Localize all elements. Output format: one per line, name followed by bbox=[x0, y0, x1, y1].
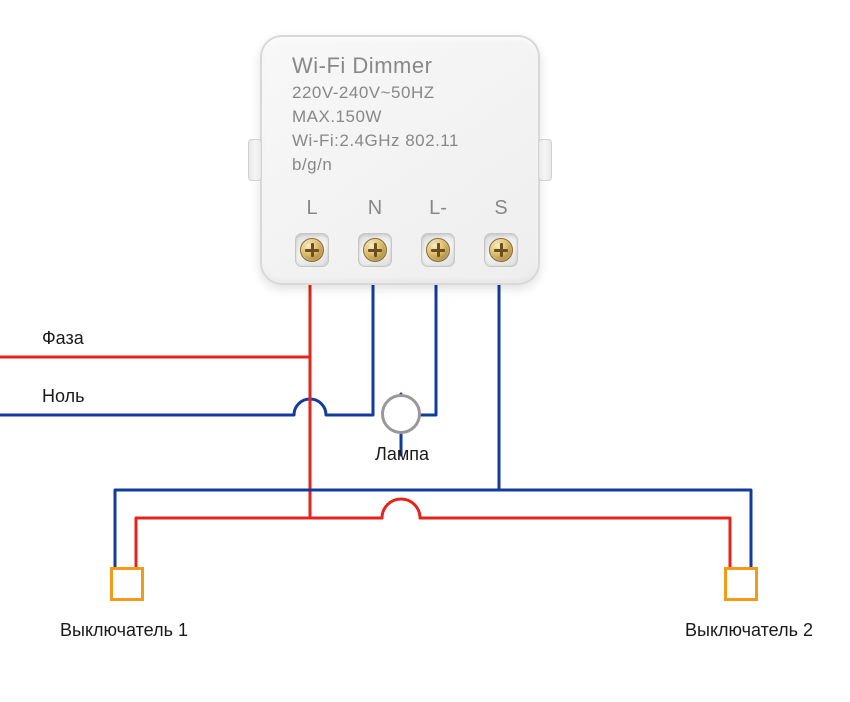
device-wifi-spec: Wi-Fi:2.4GHz 802.11 bbox=[292, 131, 459, 151]
terminal-label-L: L bbox=[292, 197, 332, 220]
wire-S-bus-to-sw2 bbox=[499, 490, 751, 567]
device-tab-left bbox=[248, 139, 262, 181]
wire-Lminus-to-lamp bbox=[401, 265, 436, 415]
terminal-N: N bbox=[355, 223, 395, 283]
terminal-label-S: S bbox=[481, 197, 521, 220]
label-switch2: Выключатель 2 bbox=[685, 620, 813, 641]
label-lamp: Лампа bbox=[375, 444, 429, 465]
label-neutral: Ноль bbox=[42, 386, 85, 407]
label-switch1: Выключатель 1 bbox=[60, 620, 188, 641]
wire-group bbox=[0, 265, 751, 567]
device-title: Wi-Fi Dimmer bbox=[292, 53, 432, 79]
wifi-dimmer-device: Wi-Fi Dimmer 220V-240V~50HZ MAX.150W Wi-… bbox=[260, 35, 540, 285]
label-phase: Фаза bbox=[42, 328, 84, 349]
terminal-Lminus: L- bbox=[418, 223, 458, 283]
switch-1-box bbox=[110, 567, 144, 601]
switch-2-box bbox=[724, 567, 758, 601]
device-tab-right bbox=[538, 139, 552, 181]
terminal-label-N: N bbox=[355, 197, 395, 220]
lamp-symbol bbox=[381, 394, 421, 434]
terminal-L: L bbox=[292, 223, 332, 283]
terminal-S: S bbox=[481, 223, 521, 283]
wire-bottom-live-to-sw1 bbox=[136, 518, 382, 567]
device-protocol: b/g/n bbox=[292, 155, 332, 175]
terminal-label-Lminus: L- bbox=[418, 197, 458, 220]
device-max-power: MAX.150W bbox=[292, 107, 382, 127]
device-voltage: 220V-240V~50HZ bbox=[292, 83, 435, 103]
